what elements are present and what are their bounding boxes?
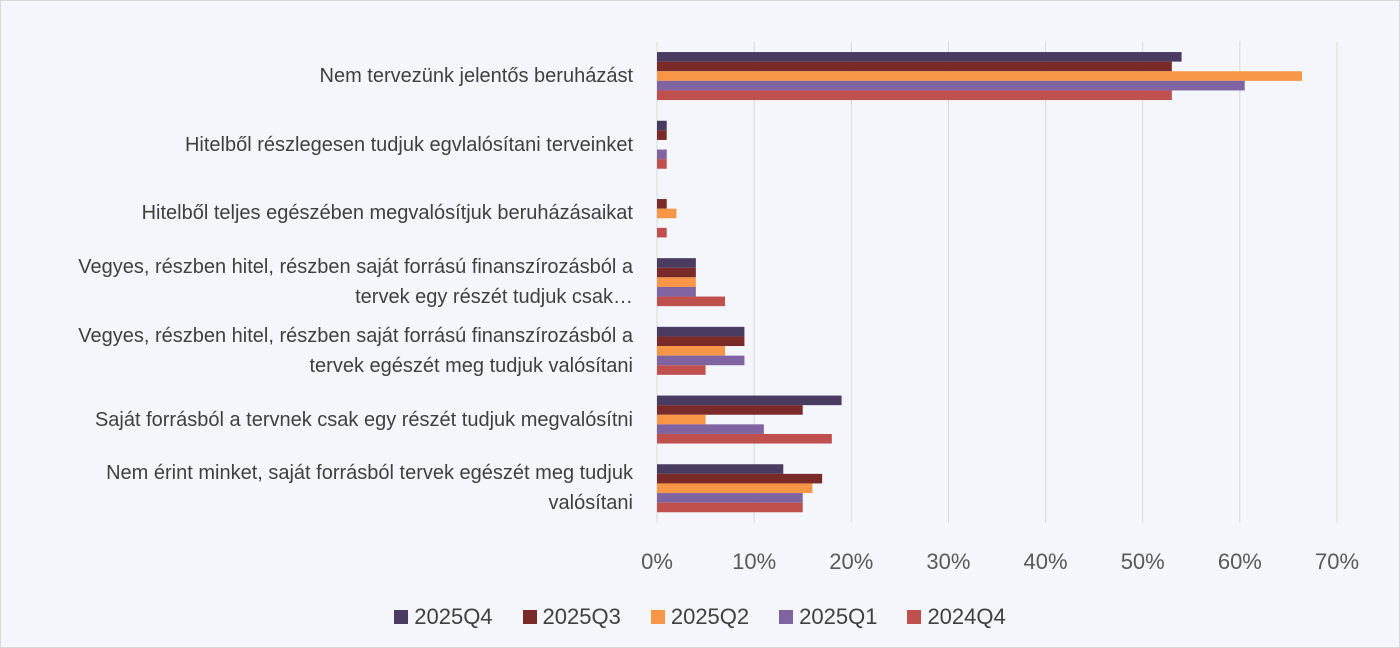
bar bbox=[657, 433, 832, 444]
x-tick-label: 70% bbox=[1315, 549, 1359, 574]
bar bbox=[657, 502, 803, 513]
bar bbox=[657, 414, 706, 425]
bar bbox=[657, 346, 725, 356]
bar bbox=[657, 149, 667, 160]
legend-swatch bbox=[394, 610, 409, 624]
bar bbox=[657, 464, 784, 474]
legend-label: 2025Q2 bbox=[670, 604, 750, 629]
legend-swatch bbox=[779, 610, 794, 624]
bar bbox=[657, 71, 1303, 81]
x-tick-label: 10% bbox=[732, 549, 776, 574]
bar bbox=[657, 296, 725, 307]
legend-label: 2024Q4 bbox=[927, 604, 1006, 629]
bar bbox=[657, 405, 803, 415]
bar bbox=[657, 80, 1245, 91]
bar bbox=[657, 326, 745, 337]
bar bbox=[657, 61, 1172, 72]
category-label: Hitelből részlegesen tudjuk egvlalósítan… bbox=[184, 133, 633, 156]
category-label: Vegyes, részben hitel, részben saját for… bbox=[78, 324, 633, 377]
legend-item: 2024Q4 bbox=[907, 604, 1006, 630]
legend-item: 2025Q2 bbox=[650, 604, 750, 630]
category-label: Vegyes, részben hitel, részben saját for… bbox=[78, 256, 633, 309]
bar bbox=[657, 130, 667, 140]
bar bbox=[657, 483, 813, 494]
bar bbox=[657, 365, 706, 375]
bar bbox=[657, 120, 667, 131]
bar bbox=[657, 424, 764, 434]
bar bbox=[657, 52, 1182, 62]
category-label: Nem érint minket, saját forrásból tervek… bbox=[106, 462, 633, 515]
bar bbox=[657, 227, 667, 238]
bar bbox=[657, 199, 667, 209]
bar bbox=[657, 286, 696, 297]
legend-label: 2025Q4 bbox=[414, 604, 493, 629]
legend-swatch bbox=[522, 610, 537, 624]
bar bbox=[657, 267, 696, 278]
x-tick-label: 60% bbox=[1218, 549, 1262, 574]
bar bbox=[657, 208, 677, 219]
bar bbox=[657, 395, 842, 406]
legend: 2025Q4 2025Q3 2025Q2 2025Q1 2024Q4 bbox=[1, 604, 1399, 630]
category-label: Saját forrásból a tervnek csak egy részé… bbox=[94, 408, 633, 431]
bar bbox=[657, 355, 745, 366]
bar bbox=[657, 277, 696, 287]
legend-item: 2025Q3 bbox=[522, 604, 621, 630]
x-tick-label: 30% bbox=[926, 549, 970, 574]
bar bbox=[657, 159, 667, 169]
legend-label: 2025Q1 bbox=[799, 604, 878, 629]
legend-swatch bbox=[650, 610, 665, 624]
bar bbox=[657, 493, 803, 503]
x-tick-label: 50% bbox=[1121, 549, 1165, 574]
bar bbox=[657, 336, 745, 347]
x-tick-label: 20% bbox=[829, 549, 873, 574]
legend-label: 2025Q3 bbox=[542, 604, 621, 629]
bar bbox=[657, 258, 696, 268]
legend-swatch bbox=[907, 610, 922, 624]
category-label: Hitelből teljes egészében megvalósítjuk … bbox=[141, 202, 633, 225]
legend-item: 2025Q4 bbox=[394, 604, 493, 630]
bar bbox=[657, 90, 1172, 101]
legend-item: 2025Q1 bbox=[779, 604, 877, 630]
x-tick-label: 0% bbox=[641, 549, 673, 574]
category-label: Nem tervezünk jelentős beruházást bbox=[319, 65, 634, 88]
x-tick-label: 40% bbox=[1024, 549, 1068, 574]
bar bbox=[657, 473, 823, 484]
